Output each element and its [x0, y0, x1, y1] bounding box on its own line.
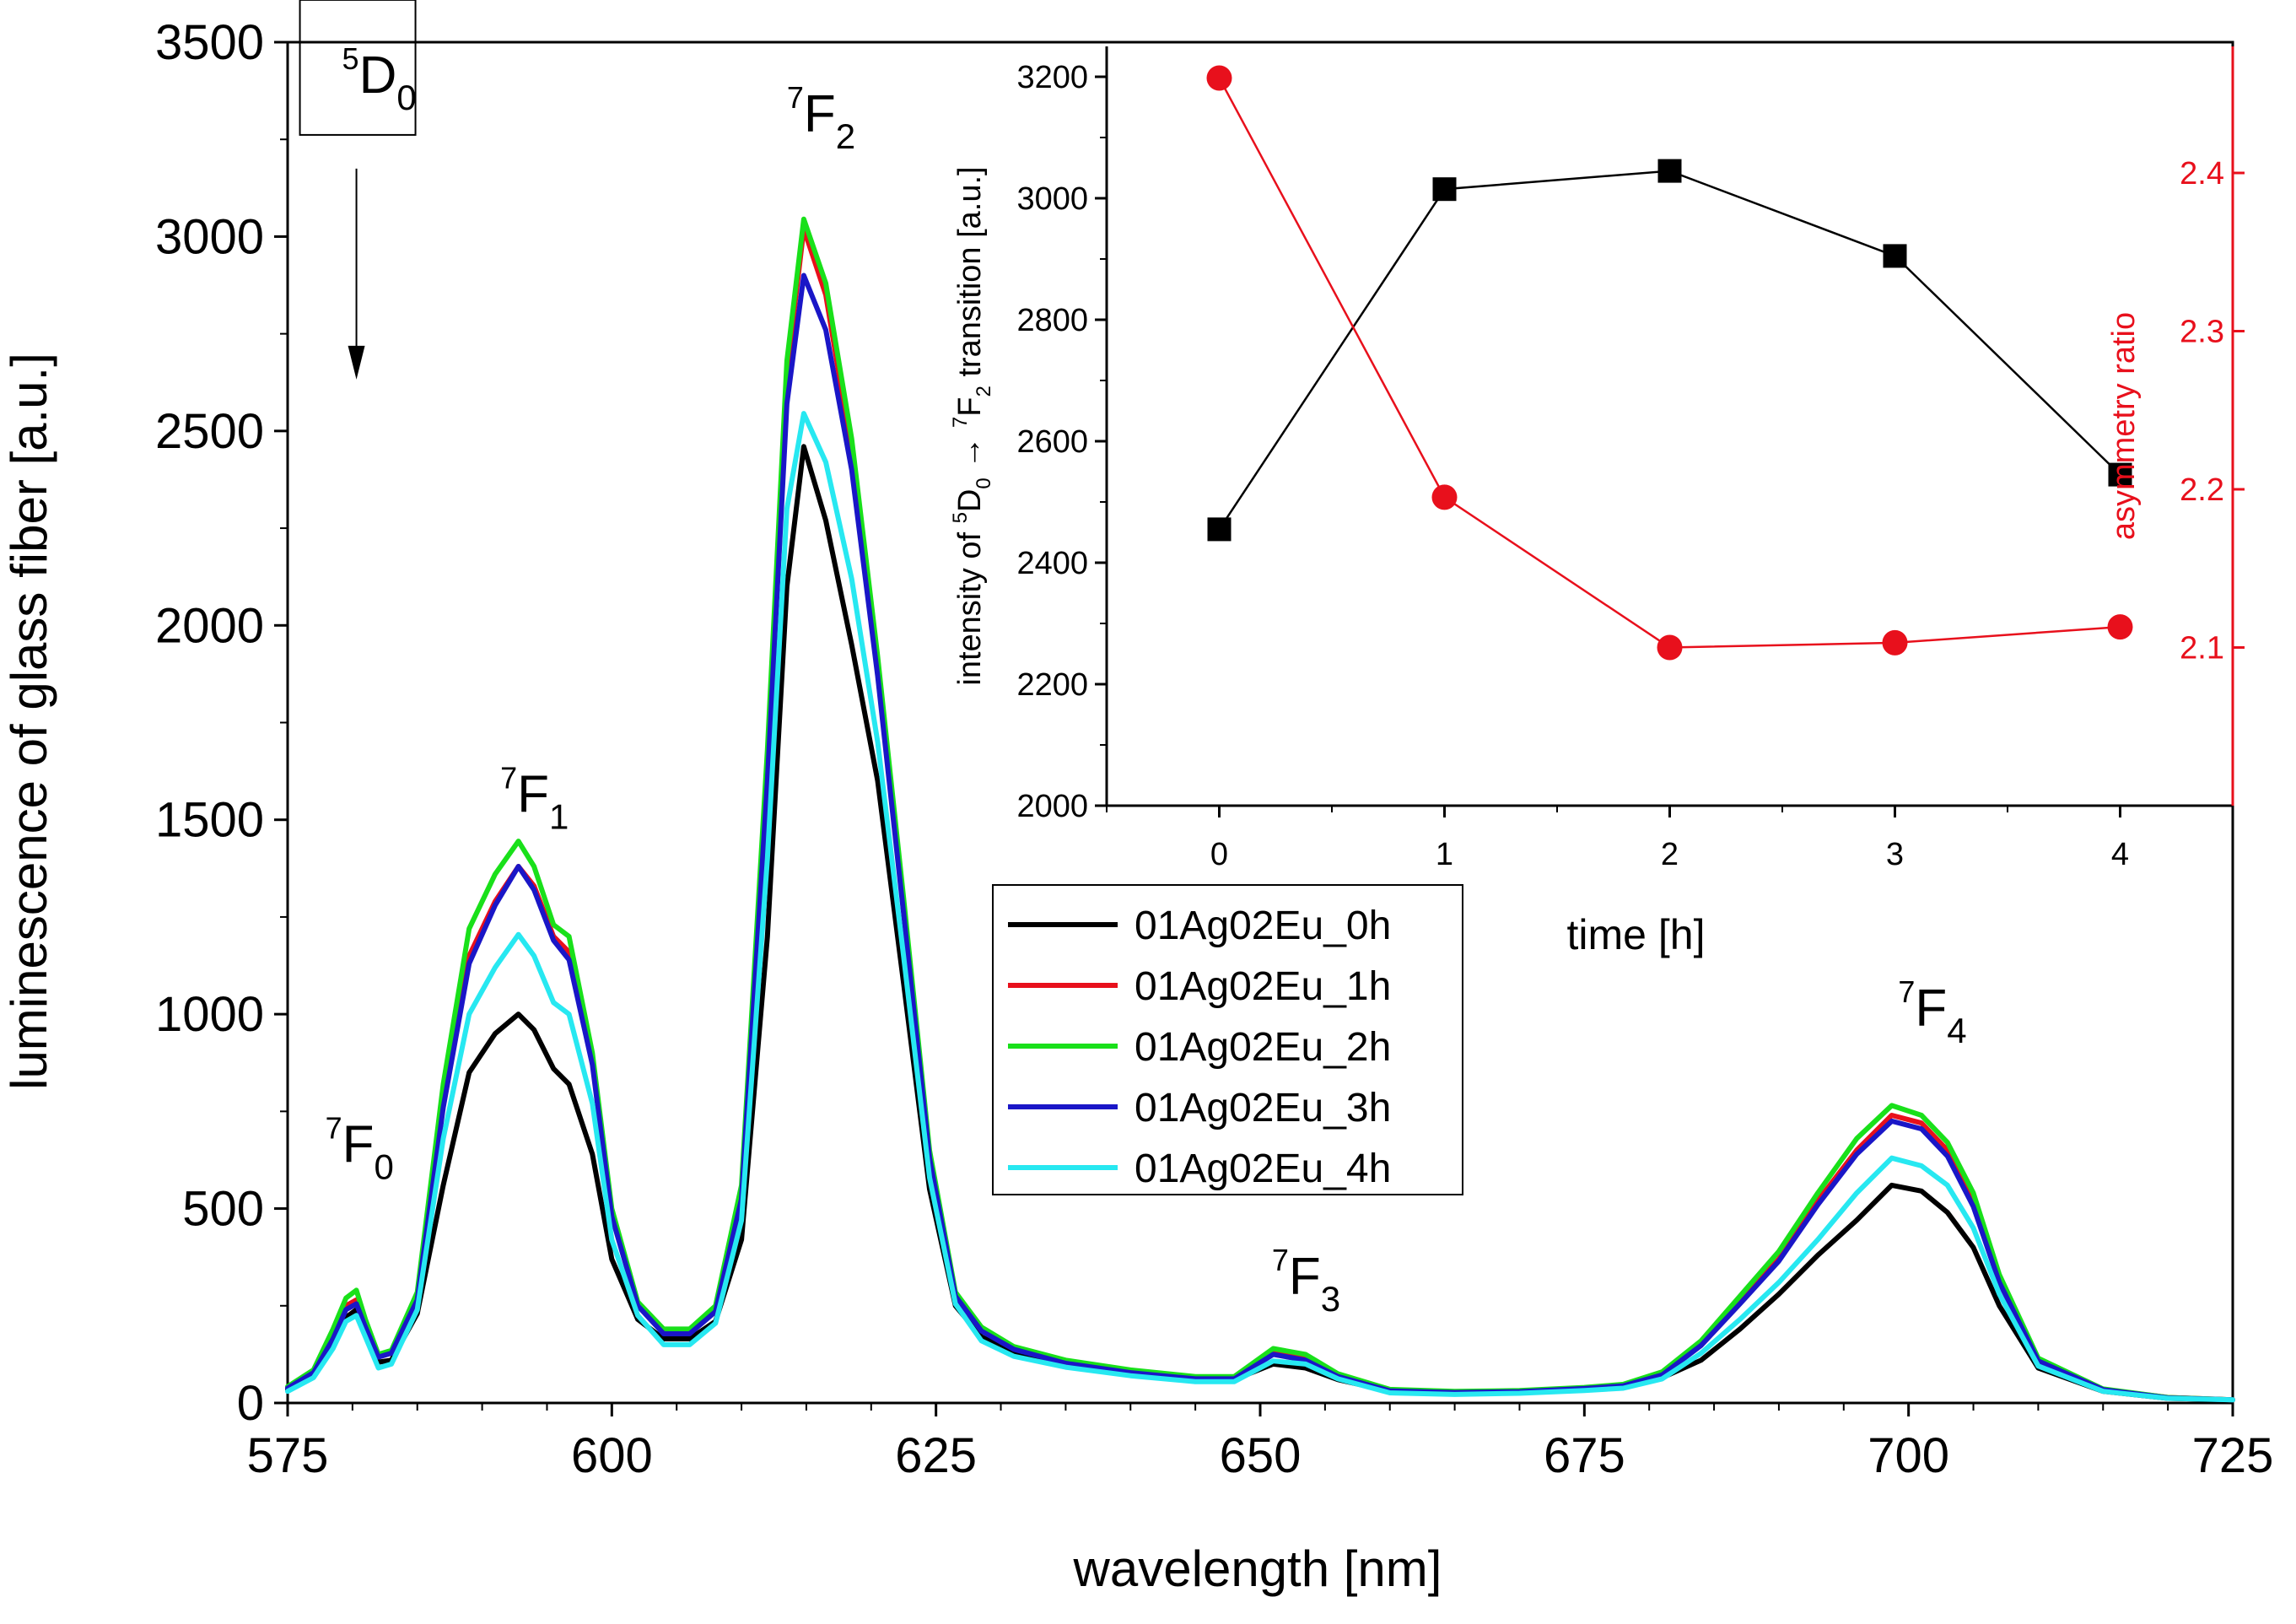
inset-marker-square: [1432, 177, 1457, 202]
legend-label: 01Ag02Eu_1h: [1135, 964, 1391, 1009]
inset-y-axis-label: intensity of 5D0 → 7F2 transition [a.u.]: [949, 166, 995, 685]
inset-marker-circle: [1206, 65, 1232, 91]
main-y-axis-label: luminescence of glass fiber [a.u.]: [1, 353, 57, 1090]
x-tick-label: 650: [1220, 1428, 1302, 1483]
inset-y-tick-label: 3200: [1016, 60, 1088, 95]
main-x-axis-label: wavelength [nm]: [1073, 1540, 1442, 1597]
annotation-arrow-head: [348, 345, 365, 380]
inset-x-tick-label: 0: [1210, 837, 1228, 872]
inset-right-tick-label: 2.2: [2180, 472, 2224, 508]
legend-label: 01Ag02Eu_4h: [1135, 1147, 1391, 1191]
inset-right-axis-label: asymmetry ratio: [2106, 312, 2142, 540]
inset-right-tick-label: 2.4: [2180, 156, 2224, 192]
inset-marker-circle: [1657, 634, 1683, 661]
inset-marker-square: [1883, 244, 1907, 268]
inset-y-tick-label: 2200: [1016, 667, 1088, 703]
inset-marker-circle: [1882, 629, 1908, 656]
main-axis-ticks: 575 600 625 650 675 700 725 0 500 1000 1500 2000 250…: [155, 15, 2273, 1483]
x-tick-label: 725: [2192, 1428, 2274, 1483]
inset-right-tick-label: 2.1: [2180, 631, 2224, 666]
annotation-7F1: 7F1: [500, 760, 569, 836]
inset-chart: 0 1 2 3 4 2000 2200 2400 2600 2800 3000 3200 2.1 2.2 2…: [949, 46, 2245, 958]
x-tick-label: 675: [1544, 1428, 1625, 1483]
legend: 01Ag02Eu_0h 01Ag02Eu_1h 01Ag02Eu_2h 01Ag02E…: [1008, 904, 1391, 1191]
legend-box: [992, 884, 1463, 1195]
x-tick-label: 575: [247, 1428, 329, 1483]
inset-marker-circle: [1431, 484, 1458, 510]
inset-marker-square: [1207, 517, 1232, 542]
x-tick-label: 625: [895, 1428, 977, 1483]
inset-x-tick-label: 4: [2111, 837, 2129, 872]
x-tick-label: 700: [1868, 1428, 1949, 1483]
annotation-7F4: 7F4: [1898, 974, 1966, 1050]
inset-right-tick-label: 2.3: [2180, 315, 2224, 350]
legend-label: 01Ag02Eu_0h: [1135, 904, 1391, 948]
y-tick-label: 1500: [155, 793, 264, 848]
annotation-7F0: 7F0: [326, 1110, 394, 1186]
y-tick-label: 2000: [155, 598, 264, 653]
main-series-lines: [285, 216, 2235, 1403]
annotation-7F2: 7F2: [787, 80, 855, 156]
inset-y-tick-label: 2600: [1016, 424, 1088, 460]
series-line-01Ag02Eu_4h: [285, 411, 2235, 1403]
legend-label: 01Ag02Eu_2h: [1135, 1025, 1391, 1070]
inset-marker-square: [1657, 159, 1682, 183]
inset-x-axis-label: time [h]: [1567, 911, 1706, 958]
inset-x-tick-label: 1: [1436, 837, 1453, 872]
y-tick-label: 500: [182, 1182, 264, 1237]
inset-y-tick-label: 2400: [1016, 546, 1088, 581]
inset-x-tick-label: 2: [1661, 837, 1679, 872]
legend-label: 01Ag02Eu_3h: [1135, 1086, 1391, 1130]
inset-x-tick-label: 3: [1886, 837, 1904, 872]
annotation-7F3: 7F3: [1272, 1243, 1340, 1319]
annotation-5D0: 5D0: [342, 41, 417, 117]
inset-y-tick-label: 3000: [1016, 181, 1088, 217]
transition-annotations: 5D0 7F0 7F1 7F2 7F3 7F4: [299, 0, 1967, 1319]
annotation-box: [299, 0, 417, 136]
y-tick-label: 3000: [155, 209, 264, 264]
y-tick-label: 0: [237, 1376, 264, 1431]
y-tick-label: 3500: [155, 15, 264, 70]
inset-y-tick-label: 2000: [1016, 789, 1088, 824]
y-tick-label: 2500: [155, 404, 264, 459]
inset-marker-circle: [2107, 614, 2133, 640]
y-tick-label: 1000: [155, 987, 264, 1042]
x-tick-label: 600: [571, 1428, 653, 1483]
inset-y-tick-label: 2800: [1016, 303, 1088, 338]
inset-marker-square: [2108, 462, 2132, 487]
